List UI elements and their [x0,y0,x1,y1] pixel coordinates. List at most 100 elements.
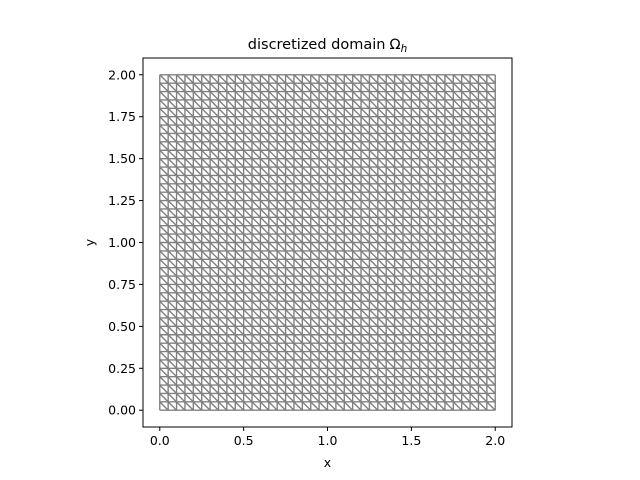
mesh-diagonal-edge [419,216,429,227]
mesh-diagonal-edge [167,392,178,403]
mesh-diagonal-edge [176,275,186,285]
mesh-diagonal-edge [452,132,463,143]
mesh-diagonal-edge [159,132,169,143]
mesh-diagonal-edge [226,149,236,160]
mesh-diagonal-edge [419,82,429,93]
mesh-diagonal-edge [436,132,446,143]
mesh-diagonal-edge [427,392,438,403]
mesh-diagonal-edge [427,116,438,126]
mesh-diagonal-edge [469,317,479,327]
mesh-diagonal-edge [285,124,295,134]
mesh-diagonal-edge [327,359,337,369]
mesh-diagonal-edge [327,141,337,151]
mesh-diagonal-edge [402,392,412,403]
mesh-diagonal-edge [461,82,471,93]
mesh-diagonal-edge [461,158,471,168]
mesh-diagonal-edge [318,208,328,218]
mesh-diagonal-edge [327,107,337,118]
mesh-diagonal-edge [159,124,169,134]
mesh-diagonal-edge [452,283,463,294]
mesh-diagonal-edge [394,99,404,109]
mesh-diagonal-edge [444,359,454,369]
mesh-diagonal-edge [469,82,479,93]
mesh-diagonal-edge [310,99,320,109]
mesh-diagonal-edge [410,141,421,151]
mesh-diagonal-edge [368,250,379,260]
mesh-diagonal-edge [268,225,278,235]
mesh-diagonal-edge [192,149,203,160]
mesh-diagonal-edge [410,149,421,160]
mesh-diagonal-edge [385,242,396,252]
mesh-diagonal-edge [327,292,337,302]
mesh-diagonal-edge [259,124,270,134]
mesh-diagonal-edge [343,267,354,277]
mesh-diagonal-edge [477,91,488,101]
mesh-diagonal-edge [452,376,463,386]
mesh-diagonal-edge [410,200,421,210]
mesh-diagonal-edge [243,275,253,285]
mesh-diagonal-edge [469,359,479,369]
mesh-diagonal-edge [377,367,387,378]
mesh-diagonal-edge [368,317,379,327]
mesh-diagonal-edge [159,384,169,394]
mesh-diagonal-edge [226,317,236,327]
mesh-diagonal-edge [301,191,312,202]
mesh-diagonal-edge [335,158,345,168]
mesh-diagonal-edge [192,342,203,353]
mesh-diagonal-edge [335,225,345,235]
mesh-diagonal-edge [410,258,421,269]
mesh-diagonal-edge [167,275,178,285]
mesh-diagonal-edge [477,225,488,235]
mesh-diagonal-edge [461,292,471,302]
mesh-diagonal-edge [461,216,471,227]
mesh-diagonal-edge [352,74,362,84]
mesh-diagonal-edge [343,99,354,109]
mesh-diagonal-edge [461,233,471,243]
mesh-diagonal-edge [192,292,203,302]
mesh-diagonal-edge [209,384,219,394]
mesh-diagonal-edge [477,183,488,193]
mesh-diagonal-edge [461,174,471,185]
mesh-diagonal-edge [461,309,471,319]
x-tick-label: 1.0 [318,433,338,448]
mesh-diagonal-edge [192,317,203,327]
mesh-diagonal-edge [276,258,287,269]
mesh-diagonal-edge [234,74,245,84]
mesh-diagonal-edge [285,82,295,93]
mesh-diagonal-edge [251,208,261,218]
mesh-diagonal-edge [217,325,228,336]
mesh-diagonal-edge [217,174,228,185]
mesh-diagonal-edge [427,283,438,294]
mesh-diagonal-edge [259,401,270,411]
mesh-diagonal-edge [318,124,328,134]
mesh-diagonal-edge [486,292,496,302]
mesh-diagonal-edge [192,82,203,93]
mesh-diagonal-edge [318,233,328,243]
mesh-diagonal-edge [402,158,412,168]
mesh-diagonal-edge [427,300,438,311]
mesh-diagonal-edge [184,376,194,386]
mesh-diagonal-edge [360,141,370,151]
mesh-diagonal-edge [452,208,463,218]
mesh-diagonal-edge [167,99,178,109]
mesh-diagonal-edge [217,334,228,344]
mesh-diagonal-edge [477,141,488,151]
mesh-diagonal-edge [368,116,379,126]
mesh-diagonal-edge [469,233,479,243]
mesh-diagonal-edge [176,292,186,302]
mesh-diagonal-edge [368,283,379,294]
mesh-diagonal-edge [427,359,438,369]
mesh-diagonal-edge [377,267,387,277]
mesh-diagonal-edge [293,82,303,93]
mesh-diagonal-edge [192,334,203,344]
mesh-diagonal-edge [444,325,454,336]
mesh-diagonal-edge [251,216,261,227]
mesh-diagonal-edge [243,242,253,252]
mesh-diagonal-edge [226,233,236,243]
mesh-diagonal-edge [368,242,379,252]
mesh-diagonal-edge [394,283,404,294]
mesh-diagonal-edge [385,174,396,185]
mesh-diagonal-edge [469,300,479,311]
mesh-diagonal-edge [167,242,178,252]
mesh-diagonal-edge [293,342,303,353]
